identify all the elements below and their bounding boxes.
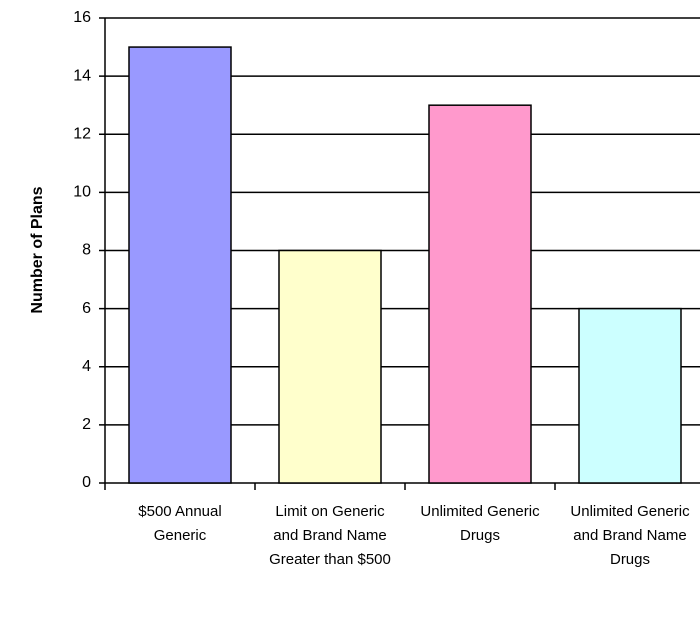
y-tick-label: 14: [73, 67, 91, 84]
y-tick-label: 6: [82, 300, 91, 317]
y-tick-label: 2: [82, 416, 91, 433]
x-tick-label: Unlimited Generic Drugs: [420, 503, 540, 544]
bar: [428, 104, 532, 484]
x-tick-label: $500 Annual Generic: [138, 503, 222, 544]
bar: [128, 46, 232, 484]
bar: [278, 249, 382, 484]
y-tick-label: 4: [82, 358, 91, 375]
y-tick-label: 8: [82, 242, 91, 259]
x-tick-label: Limit on Generic and Brand Name Greater …: [269, 503, 391, 568]
y-tick-label: 16: [73, 9, 91, 26]
y-tick-label: 0: [82, 474, 91, 491]
y-axis-label: Number of Plans: [29, 186, 46, 313]
y-tick-label: 10: [73, 184, 91, 201]
y-tick-label: 12: [73, 125, 91, 142]
x-tick-label: Unlimited Generic and Brand Name Drugs: [570, 503, 690, 568]
bar: [578, 307, 682, 484]
